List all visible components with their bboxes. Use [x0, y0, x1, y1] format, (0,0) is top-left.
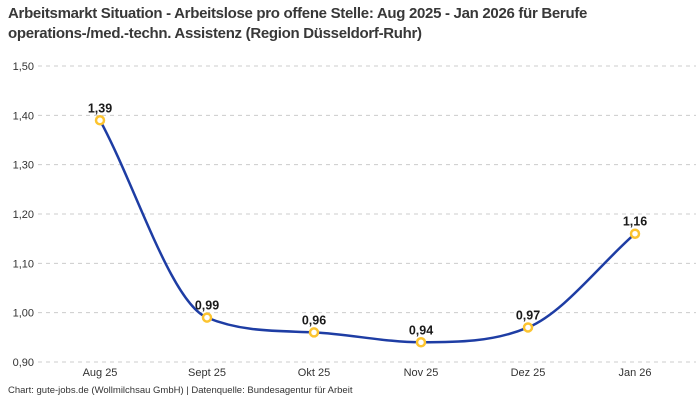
data-point-label: 0,94 — [409, 323, 433, 337]
data-point-label: 0,99 — [195, 299, 219, 313]
x-tick-label: Jan 26 — [618, 367, 651, 379]
data-point-marker — [308, 327, 320, 338]
y-tick-label: 1,10 — [13, 258, 34, 270]
data-point-marker — [201, 312, 213, 323]
x-tick-label: Dez 25 — [511, 367, 546, 379]
x-tick-label: Sept 25 — [188, 367, 226, 379]
data-point-marker — [415, 337, 427, 348]
data-point-label: 0,97 — [516, 308, 540, 322]
data-point-label: 0,96 — [302, 313, 326, 327]
x-tick-label: Aug 25 — [83, 367, 118, 379]
series-line — [98, 119, 637, 344]
data-point-marker — [629, 228, 641, 239]
data-point-marker — [94, 115, 106, 126]
chart-title: Arbeitsmarkt Situation - Arbeitslose pro… — [8, 5, 588, 42]
data-point-marker — [522, 322, 534, 333]
y-tick-label: 1,00 — [13, 308, 34, 320]
data-point-label: 1,39 — [88, 101, 112, 115]
y-tick-label: 1,30 — [13, 160, 34, 172]
x-tick-label: Nov 25 — [404, 367, 439, 379]
y-tick-label: 1,50 — [13, 61, 34, 73]
y-tick-label: 1,40 — [13, 110, 34, 122]
y-tick-label: 1,20 — [13, 209, 34, 221]
chart-credit: Chart: gute-jobs.de (Wollmilchsau GmbH) … — [8, 385, 353, 396]
data-point-label: 1,16 — [623, 215, 647, 229]
y-tick-label: 0,90 — [13, 357, 34, 369]
x-tick-label: Okt 25 — [298, 367, 330, 379]
